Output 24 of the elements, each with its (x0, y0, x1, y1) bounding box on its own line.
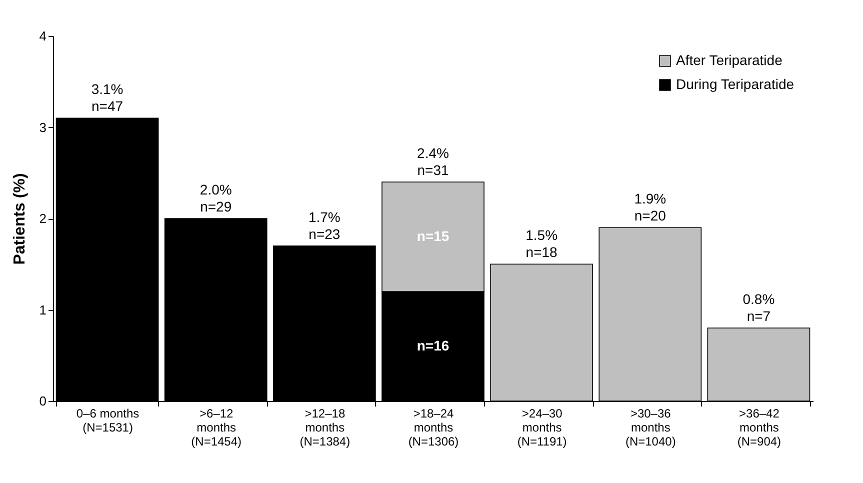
annotation: n=15 (416, 228, 450, 244)
total-label: 2.0% n=29 (200, 182, 232, 214)
y-tick-label: 2 (39, 211, 46, 226)
total-label: 2.4% n=31 (417, 145, 449, 178)
total-label: 1.5% n=18 (526, 227, 558, 260)
y-tick-label: 0 (39, 394, 46, 408)
legend-label: After Teriparatide (676, 52, 783, 68)
x-tick-label: >30–36 months (N=1040) (625, 406, 676, 448)
x-tick-label: >6–12 months (N=1454) (191, 406, 242, 448)
annotation: n=16 (416, 337, 450, 354)
x-tick-label: >24–30 months (N=1191) (517, 406, 567, 448)
total-label: 0.8% n=7 (742, 291, 775, 324)
y-tick-label: 4 (39, 28, 46, 44)
x-tick-label: >12–18 months (N=1384) (300, 406, 350, 448)
x-tick-label: >36–42 months (N=904) (737, 406, 782, 448)
legend-label: During Teriparatide (676, 76, 794, 92)
x-tick-label: >18–24 months (N=1306) (408, 406, 459, 448)
y-axis-title: Patients (%) (11, 173, 28, 265)
y-tick-label: 1 (39, 302, 46, 318)
total-label: 1.9% n=20 (634, 190, 666, 224)
total-label: 3.1% n=47 (91, 81, 124, 114)
x-tick-label: 0–6 months (N=1531) (76, 406, 140, 434)
total-label: 1.7% n=23 (308, 208, 340, 242)
y-tick-label: 3 (39, 120, 46, 135)
